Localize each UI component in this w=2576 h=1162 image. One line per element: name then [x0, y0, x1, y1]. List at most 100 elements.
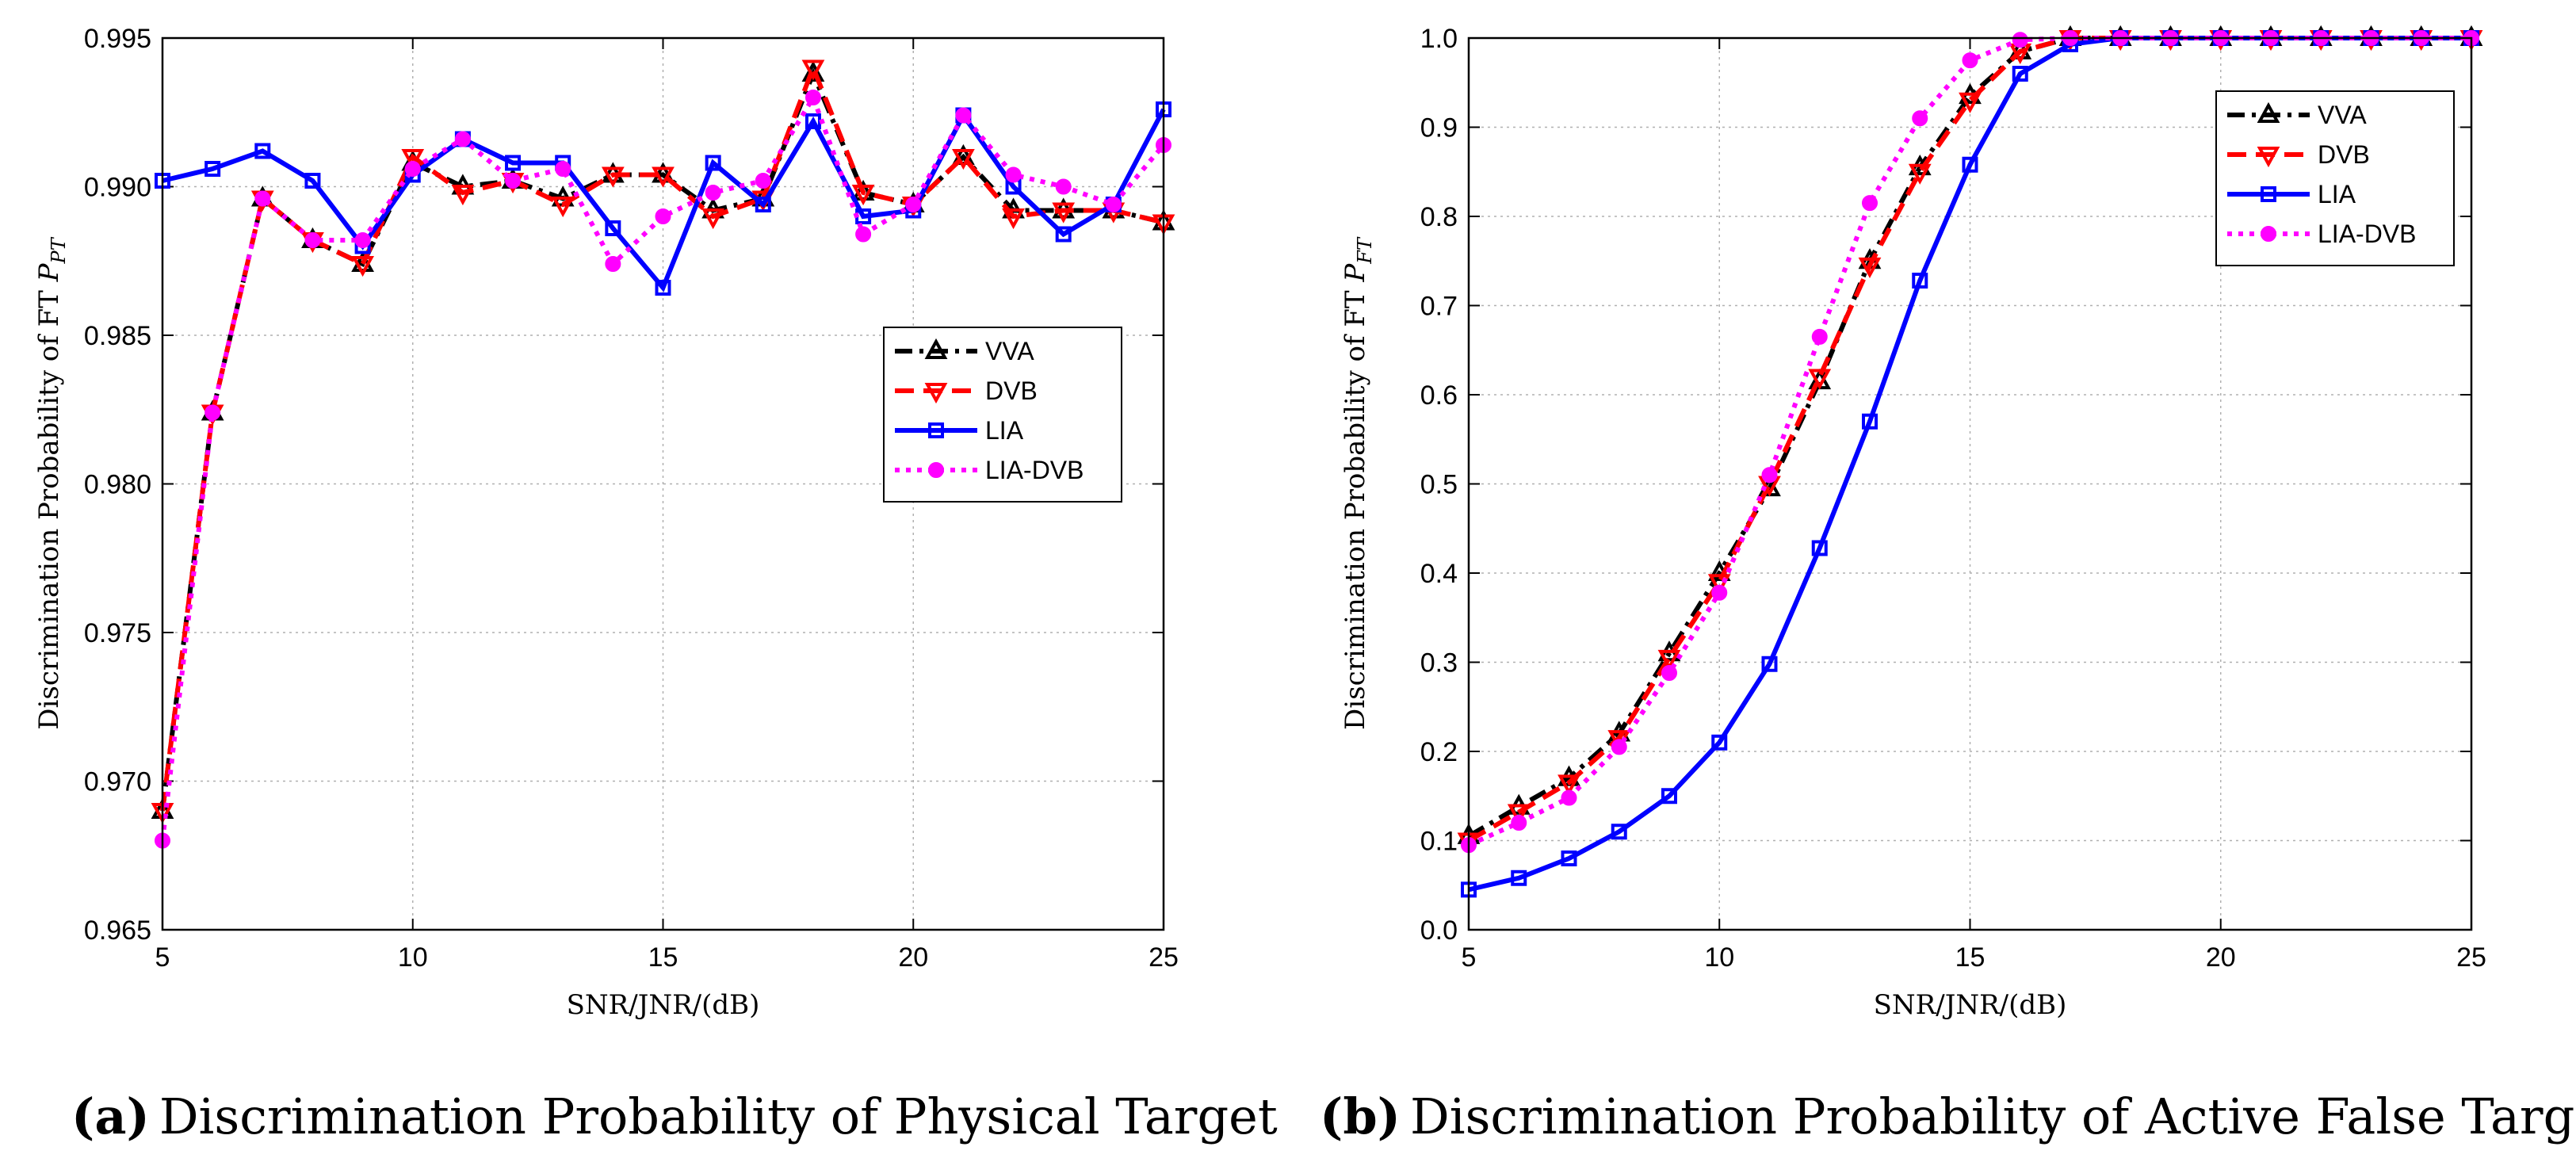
data-point — [705, 155, 721, 171]
x-tick-label: 15 — [648, 942, 678, 973]
data-point — [304, 173, 321, 189]
legend-label: VVA — [985, 337, 1034, 365]
y-tick-label: 0.1 — [1420, 827, 1458, 857]
data-point — [1511, 815, 1527, 831]
data-point — [655, 208, 671, 224]
legend-label: LIA-DVB — [985, 456, 1084, 484]
y-axis-label: Discrimination Probability of FT PPT — [33, 236, 70, 729]
legend-marker — [924, 338, 948, 359]
legend-box — [883, 327, 1122, 503]
data-point — [1862, 413, 1878, 430]
panel-b: 5 10 15 20 25 0.0 0.1 0.2 0.3 0.4 0.5 0.6 0.7 0.8 0.9 1… — [1340, 24, 2486, 1021]
data-point — [601, 166, 625, 188]
data-point — [1808, 369, 1832, 390]
y-tick-label: 0.8 — [1420, 202, 1458, 232]
x-axis-label: SNR/JNR/(dB) — [567, 989, 760, 1021]
data-point — [1858, 257, 1882, 279]
y-tick-label: 0.5 — [1420, 470, 1458, 500]
legend-marker — [928, 422, 944, 438]
y-tick-label: 0.3 — [1420, 648, 1458, 678]
y-tick-label: 0.970 — [84, 767, 151, 797]
data-point — [905, 197, 922, 212]
data-point — [801, 59, 825, 81]
y-tick-label: 0.980 — [84, 470, 151, 500]
data-point — [1707, 574, 1731, 595]
data-point — [1611, 739, 1627, 755]
data-point — [1862, 195, 1878, 212]
y-tick-label: 0.985 — [84, 321, 151, 351]
x-tick-label: 5 — [1462, 942, 1477, 973]
x-tick-label: 20 — [2206, 942, 2236, 973]
y-tick-label: 0.0 — [1420, 915, 1458, 946]
data-point — [204, 161, 221, 177]
caption-a-letter: (a) — [71, 1087, 150, 1145]
data-point — [2012, 66, 2028, 82]
legend-marker — [2257, 101, 2280, 123]
data-point — [1561, 789, 1577, 806]
data-point — [1962, 52, 1978, 69]
caption-b-text: Discrimination Probability of Active Fal… — [1410, 1087, 2576, 1145]
legend-marker — [2257, 147, 2280, 168]
data-point — [1052, 202, 1076, 224]
legend-label: LIA — [985, 416, 1024, 445]
data-point — [1811, 328, 1828, 345]
data-point — [551, 197, 575, 218]
y-tick-label: 0.9 — [1420, 113, 1458, 143]
data-point — [1761, 467, 1778, 484]
data-point — [1661, 665, 1677, 681]
x-axis-label: SNR/JNR/(dB) — [1874, 989, 2067, 1021]
data-point — [404, 161, 421, 177]
y-axis-label-text: Discrimination Probability of FT — [1340, 282, 1371, 730]
caption-b: (b) Discrimination Probability of Active … — [1320, 1087, 2576, 1145]
y-tick-label: 0.2 — [1420, 737, 1458, 767]
data-point — [1557, 774, 1580, 796]
data-point — [1811, 540, 1828, 556]
legend-marker — [924, 383, 948, 404]
y-tick-label: 0.4 — [1420, 559, 1458, 589]
data-point — [204, 404, 221, 421]
data-point — [1561, 850, 1577, 866]
data-point — [401, 149, 425, 170]
data-point — [652, 166, 675, 188]
series-line — [160, 61, 1164, 812]
data-point — [1711, 584, 1728, 601]
legend-label: LIA — [2318, 180, 2356, 208]
legend-label: LIA-DVB — [2318, 220, 2416, 248]
data-point — [655, 280, 671, 296]
data-point — [1657, 649, 1681, 671]
data-point — [304, 232, 321, 248]
y-tick-label: 0.975 — [84, 618, 151, 648]
data-point — [1912, 110, 1928, 127]
y-tick-label: 0.995 — [84, 24, 151, 54]
y-axis-label-symbol: P — [1340, 263, 1371, 283]
x-tick-label: 5 — [155, 942, 170, 973]
data-point — [1005, 166, 1022, 183]
legend-label: DVB — [2318, 140, 2370, 169]
legend: VVA DVB LIA LIA-DVB — [883, 327, 1122, 503]
legend-label: VVA — [2318, 101, 2367, 129]
data-point — [1511, 870, 1527, 886]
data-point — [454, 131, 471, 147]
data-point — [755, 197, 771, 212]
data-point — [1711, 734, 1728, 751]
legend-marker — [928, 462, 944, 478]
x-tick-label: 25 — [1148, 942, 1179, 973]
panel-a: 5 10 15 20 25 0.965 0.970 0.975 0.980 0.985 0.990 0… — [33, 24, 1179, 1021]
caption-b-letter: (b) — [1320, 1087, 1401, 1145]
data-point — [855, 226, 872, 243]
data-point — [354, 232, 371, 248]
data-point — [2012, 32, 2028, 48]
y-axis-label-subscript: FT — [1354, 236, 1376, 265]
legend-marker — [2261, 186, 2276, 202]
series-line — [160, 67, 1164, 812]
x-tick-label: 10 — [398, 942, 428, 973]
data-point — [1912, 273, 1928, 289]
x-tick-label: 10 — [1704, 942, 1734, 973]
data-point — [1055, 226, 1072, 243]
data-point — [701, 208, 725, 230]
series-line — [162, 108, 1166, 292]
y-axis-label-symbol: P — [33, 262, 65, 282]
legend-box — [2215, 90, 2455, 266]
data-point — [451, 185, 475, 206]
